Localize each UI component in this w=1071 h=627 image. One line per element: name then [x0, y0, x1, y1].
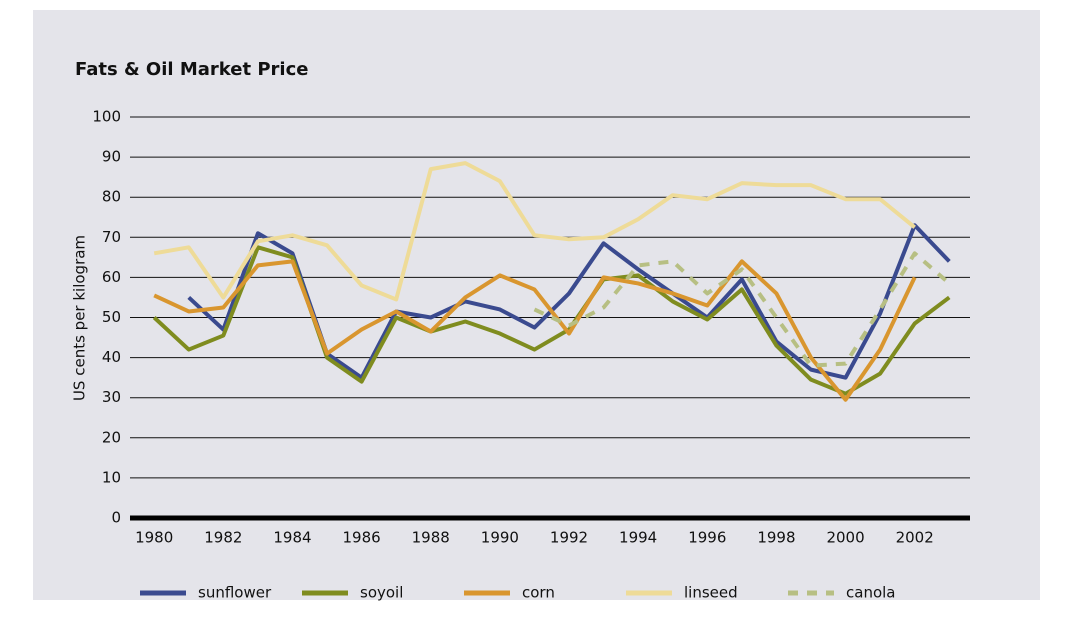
legend-label: canola: [846, 584, 895, 602]
x-tick-label: 1998: [757, 529, 795, 547]
x-tick-label: 1996: [688, 529, 726, 547]
y-tick-label: 0: [111, 509, 121, 527]
y-tick-label: 10: [102, 468, 121, 486]
y-tick-label: 50: [102, 308, 121, 326]
legend-label: linseed: [684, 584, 738, 602]
y-tick-label: 40: [102, 348, 121, 366]
x-tick-label: 1990: [481, 529, 519, 547]
x-tick-label: 2000: [826, 529, 864, 547]
series-line: [153, 259, 917, 402]
x-tick-label: 1988: [412, 529, 450, 547]
panel: [33, 10, 1040, 600]
x-tick-label: 1994: [619, 529, 657, 547]
legend-label: soyoil: [360, 584, 403, 602]
y-tick-label: 30: [102, 388, 121, 406]
x-tick-label: 1984: [273, 529, 311, 547]
chart-title: Fats & Oil Market Price: [75, 59, 308, 80]
series-line: [153, 161, 916, 302]
x-tick-label: 2002: [896, 529, 934, 547]
x-tick-label: 1982: [204, 529, 242, 547]
legend-label: corn: [522, 584, 555, 602]
y-tick-label: 60: [102, 268, 121, 286]
legend-label: sunflower: [198, 584, 272, 602]
series-line: [533, 251, 951, 368]
x-tick-label: 1992: [550, 529, 588, 547]
x-tick-label: 1986: [343, 529, 381, 547]
series-line: [152, 245, 951, 396]
y-tick-label: 80: [102, 188, 121, 206]
x-tick-label: 1980: [135, 529, 173, 547]
y-axis-label: US cents per kilogram: [71, 235, 89, 401]
y-tick-label: 100: [92, 108, 121, 126]
y-tick-label: 70: [102, 228, 121, 246]
y-tick-label: 20: [102, 428, 121, 446]
y-tick-label: 90: [102, 148, 121, 166]
